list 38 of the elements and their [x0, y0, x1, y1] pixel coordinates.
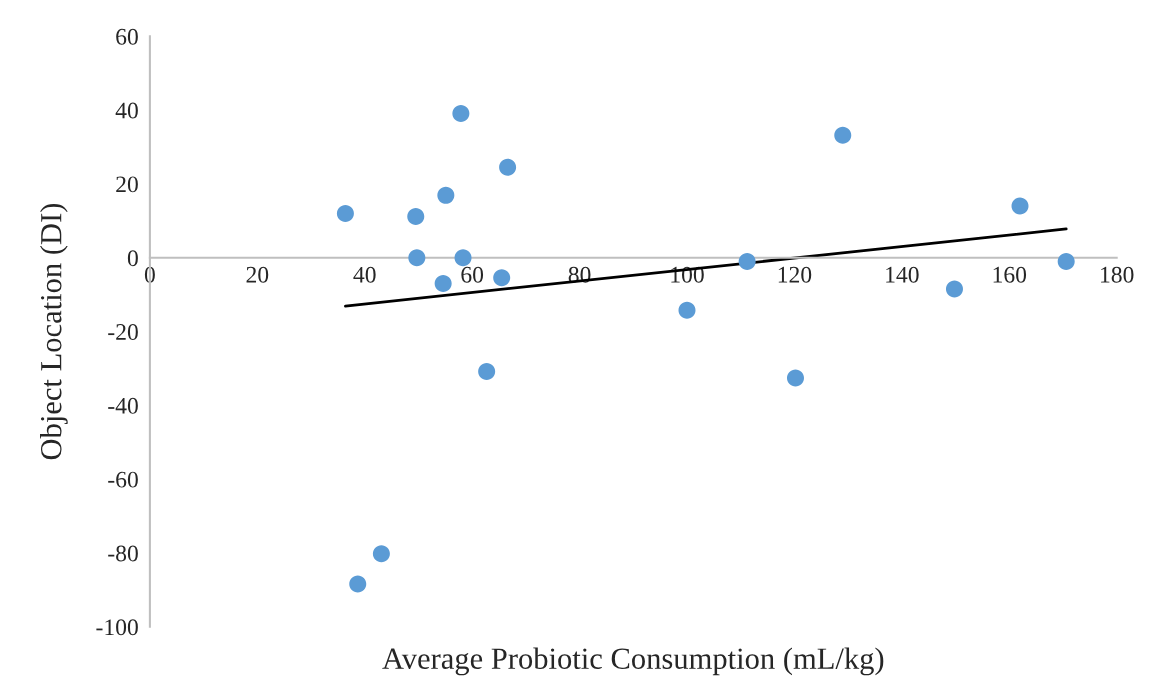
point	[349, 575, 367, 593]
point	[678, 301, 696, 319]
y-tick-label: -20	[108, 324, 138, 340]
x-tick-label: 60	[461, 266, 484, 283]
x-tick-label: 20	[246, 266, 269, 283]
point	[454, 249, 472, 267]
point	[372, 545, 390, 563]
point	[478, 362, 496, 380]
point	[408, 249, 426, 267]
point	[437, 186, 455, 204]
y-tick-label: 40	[115, 102, 138, 119]
y-tick-label: 0	[127, 250, 138, 267]
y-tick-label: -40	[108, 397, 138, 414]
y-tick-label: 60	[116, 28, 138, 45]
x-tick-label: 140	[886, 266, 919, 283]
x-tick-label: 120	[778, 266, 812, 283]
point	[407, 207, 425, 225]
y-axis-title: Object Location (DI)	[40, 203, 68, 460]
point	[493, 269, 511, 287]
point	[1057, 252, 1075, 270]
point	[336, 204, 354, 222]
point	[786, 369, 804, 387]
point	[738, 252, 756, 270]
point	[945, 280, 963, 298]
point	[452, 104, 470, 122]
x-tick-label: 0	[144, 266, 155, 283]
y-tick-label: 20	[116, 176, 138, 193]
point	[499, 158, 517, 176]
x-axis-title: Average Probiotic Consumption (mL/kg)	[382, 647, 884, 676]
point	[434, 275, 452, 293]
point	[834, 126, 852, 144]
x-tick-label: 40	[353, 266, 376, 283]
y-tick-label: -60	[108, 471, 138, 488]
x-tick-label: 160	[993, 266, 1027, 283]
x-tick-label: 180	[1101, 266, 1134, 283]
y-tick-label: -80	[108, 545, 138, 562]
point	[1011, 197, 1029, 215]
y-tick-label: -100	[96, 619, 138, 636]
